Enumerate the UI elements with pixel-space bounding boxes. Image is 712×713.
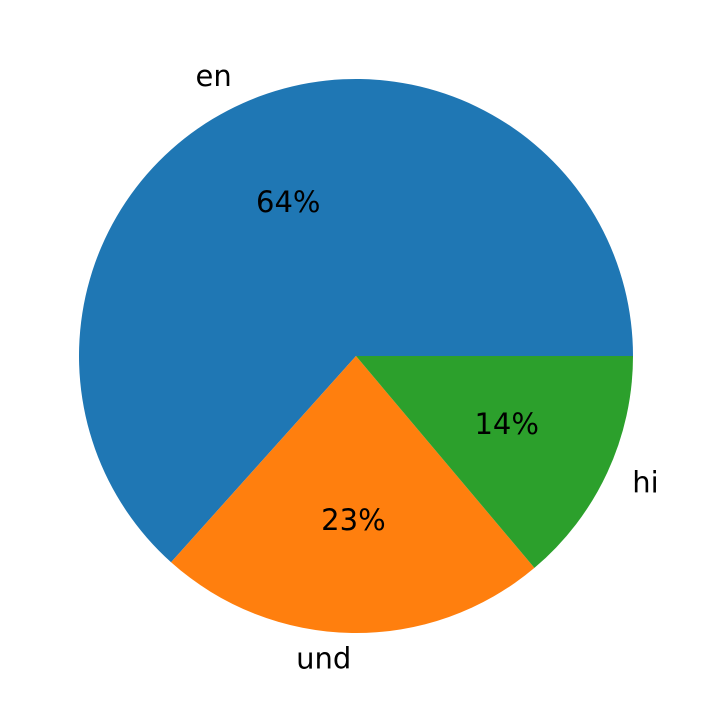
value-label: 14%	[474, 407, 538, 441]
value-label: 64%	[256, 185, 320, 219]
value-label: 23%	[321, 503, 385, 537]
slice-label: hi	[632, 466, 658, 500]
slice-label: en	[196, 59, 232, 93]
slice-label: und	[296, 642, 351, 676]
pie-slice	[356, 356, 633, 568]
pie-slice	[171, 356, 535, 633]
pie-slice	[78, 78, 633, 563]
